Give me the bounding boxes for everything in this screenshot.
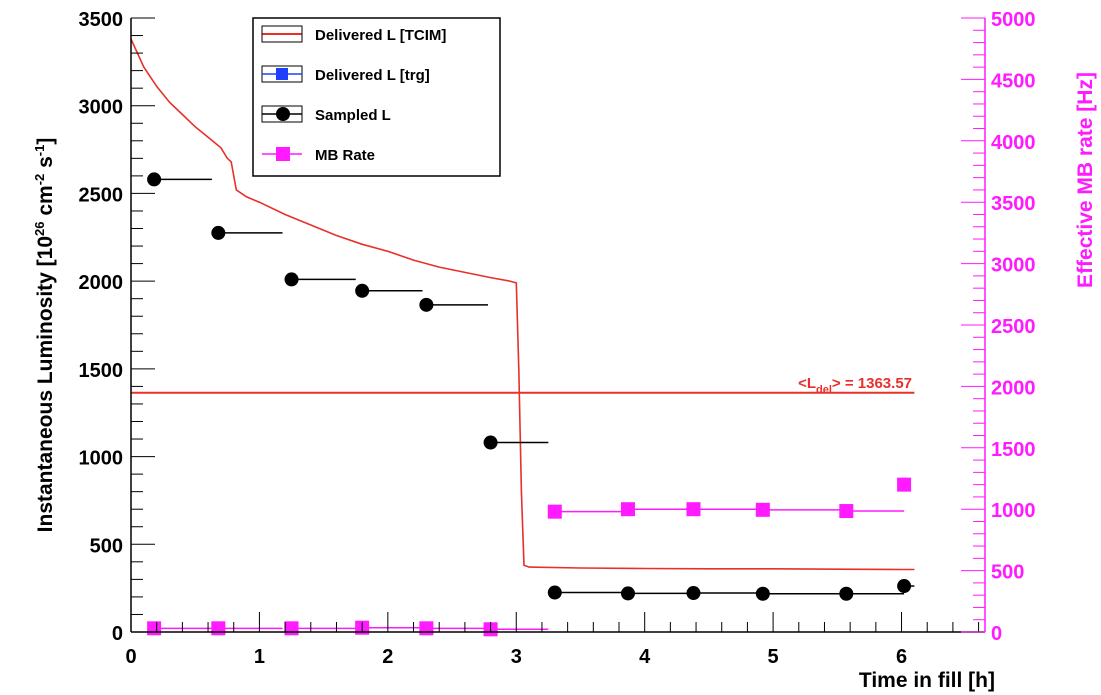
y-tick-label: 1500 (79, 360, 124, 382)
sampled-point (147, 172, 162, 187)
y2-tick-label: 4000 (991, 132, 1036, 154)
mb-rate-point (755, 502, 770, 517)
y2-tick-label: 5000 (991, 9, 1036, 31)
legend-entry-delivered-trg: Delivered L [trg] (261, 65, 430, 84)
x-tick-label: 6 (896, 646, 907, 668)
legend-label-delivered-tcim: Delivered L [TCIM] (315, 27, 446, 44)
sampled-point (897, 579, 912, 594)
legend-swatch-box-delivered-tcim (261, 25, 303, 43)
y-tick-label: 0 (112, 623, 123, 645)
sampled-point (839, 586, 854, 601)
legend-marker-mb-rate (276, 147, 290, 161)
y-tick-label: 3000 (79, 97, 124, 119)
average-annotation: <Ldel> = 1363.57 (798, 375, 912, 396)
legend-entry-sampled: Sampled L (261, 105, 391, 124)
x-axis-title: Time in fill [h] (859, 669, 995, 692)
mb-rate-point (839, 504, 854, 519)
x-tick-label: 2 (382, 646, 393, 668)
x-tick-label: 4 (639, 646, 651, 668)
y2-tick-label: 2000 (991, 377, 1036, 399)
y2-tick-label: 3500 (991, 193, 1036, 215)
sampled-point (355, 283, 370, 298)
sampled-point (419, 297, 434, 312)
y2-tick-label: 3000 (991, 255, 1036, 277)
y2-tick-label: 1500 (991, 439, 1036, 461)
sampled-point (483, 435, 498, 450)
x-tick-label: 5 (768, 646, 779, 668)
y-tick-label: 2000 (79, 272, 124, 294)
y-axis-title: Instantaneous Luminosity [1026 cm-2 s-1] (32, 138, 57, 533)
legend: Delivered L [TCIM] Delivered L [trg] Sam… (252, 17, 501, 177)
x-tick-label: 1 (254, 646, 265, 668)
sampled-point (284, 272, 299, 287)
mb-rate-point (419, 621, 434, 636)
legend-entry-delivered-tcim: Delivered L [TCIM] (261, 25, 446, 44)
mb-rate-point (547, 504, 562, 519)
y2-tick-label: 500 (991, 562, 1024, 584)
y2-tick-label: 0 (991, 623, 1002, 645)
legend-entry-mb-rate: MB Rate (262, 147, 375, 164)
legend-label-mb-rate: MB Rate (315, 147, 375, 164)
sampled-point (686, 586, 701, 601)
legend-marker-sampled (276, 107, 290, 121)
y2-tick-label: 1000 (991, 500, 1036, 522)
legend-label-delivered-trg: Delivered L [trg] (315, 67, 430, 84)
mb-rate-point (897, 477, 912, 492)
sampled-point (755, 586, 770, 601)
legend-label-sampled: Sampled L (315, 107, 391, 124)
y2-tick-label: 2500 (991, 316, 1036, 338)
y-tick-label: 1000 (79, 448, 124, 470)
legend-marker-delivered-trg (276, 68, 288, 80)
sampled-point (211, 225, 226, 240)
y2-tick-label: 4500 (991, 70, 1036, 92)
y-tick-label: 3500 (79, 9, 124, 31)
legend-box (252, 17, 501, 177)
mb-rate-point (620, 502, 635, 517)
mb-rate-point (284, 621, 299, 636)
y2-axis-title: Effective MB rate [Hz] (1074, 72, 1097, 288)
mb-rate-point (147, 621, 162, 636)
x-tick-label: 3 (511, 646, 522, 668)
mb-rate-point (686, 502, 701, 517)
delivered-luminosity-line (130, 38, 915, 571)
sampled-point (547, 585, 562, 600)
y-tick-label: 2500 (79, 184, 124, 206)
mb-rate-point (211, 621, 226, 636)
sampled-point (620, 586, 635, 601)
x-tick-label: 0 (125, 646, 136, 668)
y-tick-label: 500 (90, 535, 123, 557)
